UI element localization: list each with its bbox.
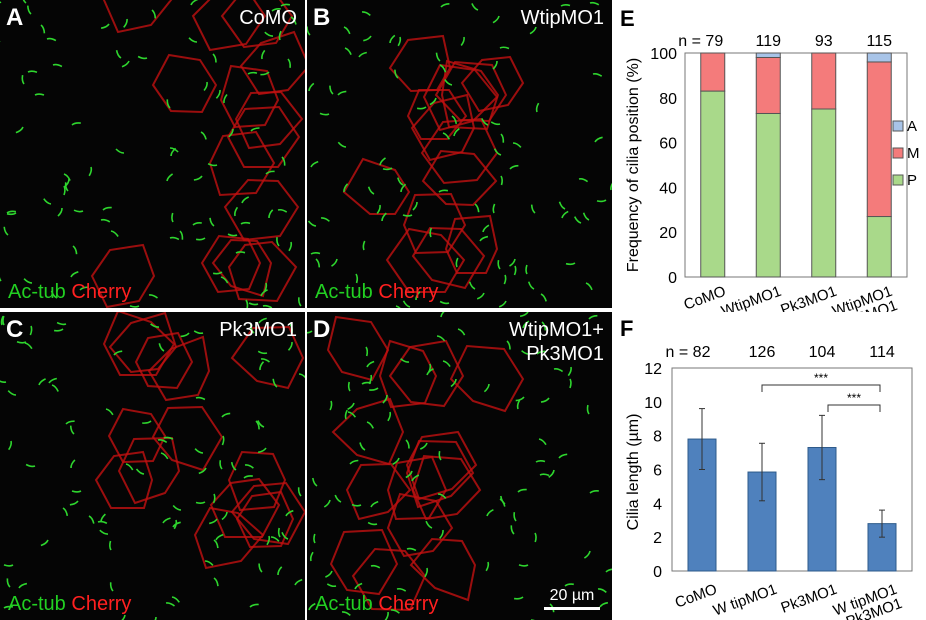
y-axis-label: Cilia length (µm) [625,414,642,531]
stain-green-label: Ac-tub [315,593,373,615]
y-tick-label: 6 [653,463,662,480]
significance-label: *** [814,371,828,385]
scale-bar-line [544,607,600,610]
n-label: 114 [869,344,895,361]
stain-green-label: Ac-tub [8,281,66,303]
scale-bar-label: 20 µm [549,587,595,604]
x-tick-label: Pk3MO1 [778,283,839,312]
significance-bracket [827,404,881,412]
panel-label: C [6,316,24,343]
y-tick-label: 12 [644,361,662,378]
stain-red-label: Cherry [71,281,132,303]
n-label: 104 [809,344,836,361]
bar-segment-m [866,61,892,218]
panel-label-f: F [620,316,634,341]
micrograph-image [307,312,612,620]
chart-cilia-length: 0 2 4 6 8 10 12 Cilia length (µm) n = 82 CoMO 126 W… [615,312,926,620]
stain-green-label: Ac-tub [8,593,66,615]
bar-segment-p [866,216,892,278]
bar-segment-p [700,90,726,278]
y-tick-label: 0 [653,564,662,581]
micrograph-panel-c: C Pk3MO1 Ac-tub Cherry [0,312,305,620]
x-tick-label: WtipMO1 [719,283,784,312]
n-label: 126 [749,344,776,361]
legend-swatch-p [892,174,904,186]
micrograph-image [0,0,305,308]
legend-label-m: M [907,145,920,162]
y-tick-label: 80 [659,91,677,108]
y-tick-label: 10 [644,395,662,412]
y-tick-label: 8 [653,429,662,446]
n-label: n = 79 [678,33,723,50]
x-tick-label: W tipMO1+Pk3MO1 [830,581,904,620]
condition-label: WtipMO1 [520,7,604,29]
bar-segment-m [811,52,837,110]
condition-label: CoMO [239,7,297,29]
y-tick-label: 0 [668,270,677,287]
scale-bar: 20 µm [544,587,600,610]
y-tick-label: 2 [653,530,662,547]
x-tick-label: W tipMO1 [711,581,779,620]
x-tick-label: Pk3MO1 [779,581,840,617]
legend-label-p: P [907,172,917,189]
bar-segment-p [755,112,781,278]
condition-label: WtipMO1+ Pk3MO1 [508,319,604,365]
bar-segment-m [755,56,781,114]
stain-red-label: Cherry [71,593,132,615]
stain-red-label: Cherry [378,593,439,615]
chart-cilia-position: 0 20 40 60 80 100 Frequency of cilia position … [615,0,926,312]
y-axis-label: Frequency of cilia position (%) [625,58,642,272]
significance-bracket [761,384,881,392]
stain-legend: Ac-tub Cherry [8,593,131,616]
micrograph-image [0,312,305,620]
bar-segment-m [700,52,726,92]
micrograph-panel-d: D WtipMO1+ Pk3MO1 Ac-tub Cherry 20 µm [307,312,612,620]
stain-legend: Ac-tub Cherry [315,281,438,304]
n-label: 119 [755,33,781,50]
panel-label: A [6,4,24,31]
y-tick-label: 20 [659,225,677,242]
condition-label: Pk3MO1 [219,319,297,341]
bar-segment-a [866,52,892,63]
plot-frame [671,367,913,572]
panel-label: D [313,316,331,343]
y-tick-label: 40 [659,180,677,197]
micrograph-image [307,1,612,308]
significance-label: *** [847,391,861,405]
n-label: n = 82 [666,344,711,361]
micrograph-panel-a: A CoMO Ac-tub Cherry [0,0,305,308]
n-label: 115 [866,33,892,50]
stain-red-label: Cherry [378,281,439,303]
stain-legend: Ac-tub Cherry [8,281,131,304]
stain-green-label: Ac-tub [315,281,373,303]
panel-label: B [313,4,331,31]
micrograph-panel-b: B WtipMO1 Ac-tub Cherry [307,0,612,308]
legend-swatch-m [892,147,904,159]
bar-segment-a [755,52,781,58]
plot-frame [684,52,908,278]
legend-swatch-a [892,120,904,132]
panel-label-e: E [620,6,635,31]
y-tick-label: 60 [659,136,677,153]
bar-segment-p [811,108,837,278]
n-label: 93 [815,33,833,50]
y-tick-label: 100 [650,46,677,63]
legend-label-a: A [907,118,917,135]
y-tick-label: 4 [653,496,662,513]
stain-legend: Ac-tub Cherry [315,593,438,616]
